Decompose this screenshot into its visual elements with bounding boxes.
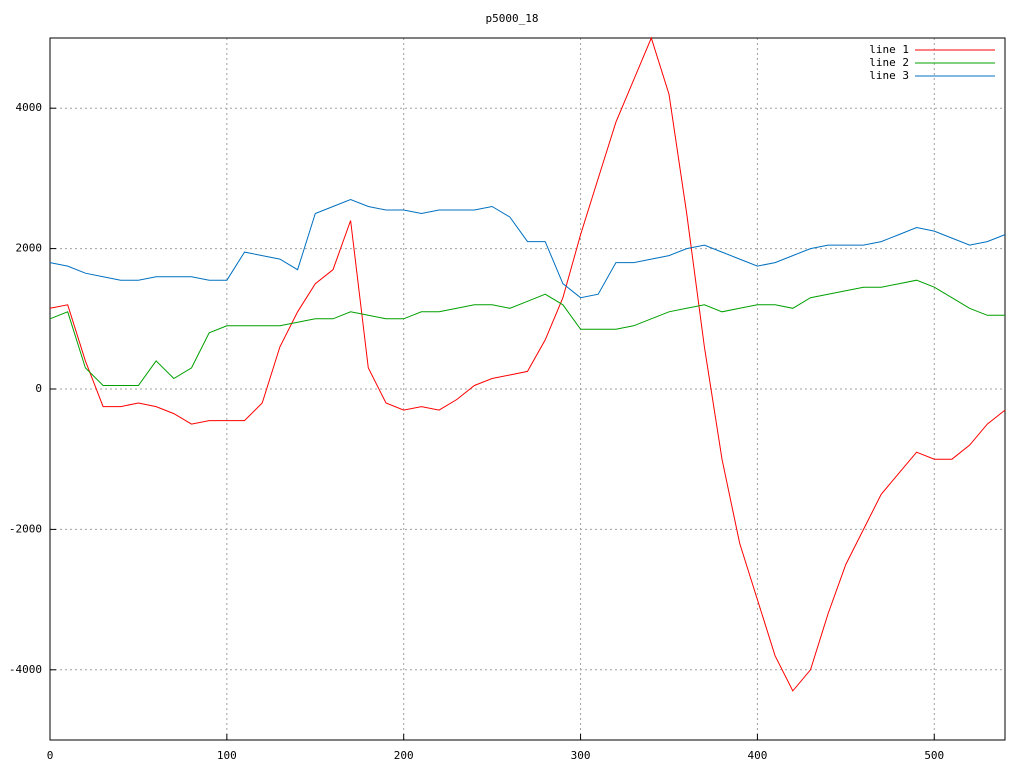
series-line: [49, 36, 1006, 692]
x-tick-label: 200: [394, 749, 414, 762]
y-tick-label: 2000: [16, 242, 43, 255]
y-tick-label: 0: [35, 382, 42, 395]
chart-title: p5000_18: [486, 12, 539, 25]
x-tick-label: 400: [747, 749, 767, 762]
legend-label: line 3: [869, 69, 909, 82]
plot-frame: [49, 37, 1006, 741]
y-tick-label: 4000: [16, 101, 43, 114]
legend-label: line 2: [869, 56, 909, 69]
y-tick-label: -4000: [9, 663, 42, 676]
x-tick-label: 100: [217, 749, 237, 762]
x-tick-label: 300: [571, 749, 591, 762]
series-line: [49, 198, 1006, 299]
x-tick-label: 500: [924, 749, 944, 762]
legend-label: line 1: [869, 43, 909, 56]
series-line: [49, 279, 1005, 386]
y-tick-label: -2000: [9, 522, 42, 535]
x-tick-label: 0: [47, 749, 54, 762]
